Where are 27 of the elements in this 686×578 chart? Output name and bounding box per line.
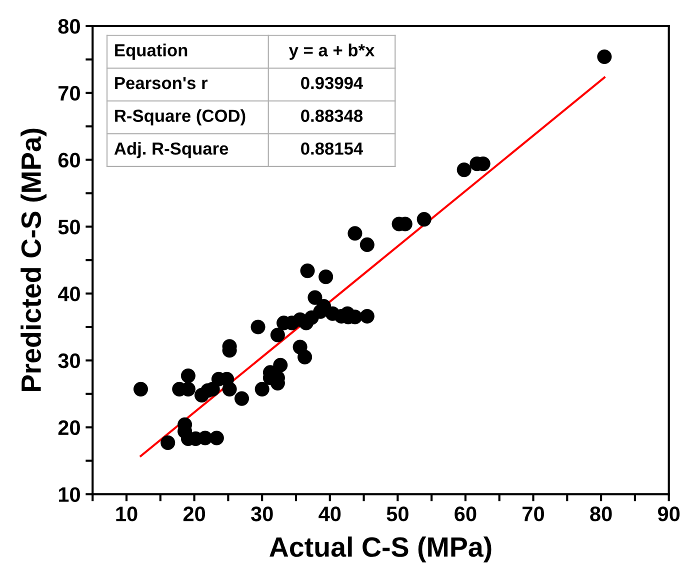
y-tick-label: 30 <box>58 353 80 368</box>
x-tick-label: 40 <box>318 506 341 522</box>
x-tick-label: 90 <box>658 506 680 522</box>
x-tick-label: 60 <box>454 506 476 522</box>
x-axis-title: Actual C-S (MPa) <box>270 536 492 562</box>
x-tick-label: 50 <box>386 506 408 522</box>
annotation: 0.88348 <box>301 110 363 122</box>
y-tick-label: 60 <box>58 152 80 168</box>
y-tick-label: 20 <box>58 420 80 436</box>
y-tick-label: 40 <box>58 286 80 302</box>
annotation: Pearson's r <box>115 77 208 90</box>
x-tick-label: 30 <box>250 506 273 522</box>
annotation: Adj. R-Square <box>114 142 228 158</box>
annotation: Equation <box>115 44 188 60</box>
y-tick-label: 50 <box>58 220 80 234</box>
annotation: R-Square (COD) <box>115 109 246 126</box>
annotation: 0.88154 <box>301 142 364 155</box>
x-tick-label: 80 <box>590 506 612 522</box>
annotation: y = a + b*x <box>288 44 375 60</box>
x-tick-label: 70 <box>522 506 544 522</box>
y-axis-title: Predicted C-S (MPa) <box>20 128 47 391</box>
x-tick-label: 20 <box>183 506 206 522</box>
x-tick-label: 10 <box>116 506 138 522</box>
y-tick-label: 70 <box>58 86 80 101</box>
annotation: 0.93994 <box>301 76 364 90</box>
y-tick-label: 10 <box>58 487 80 502</box>
y-tick-label: 80 <box>58 19 80 34</box>
